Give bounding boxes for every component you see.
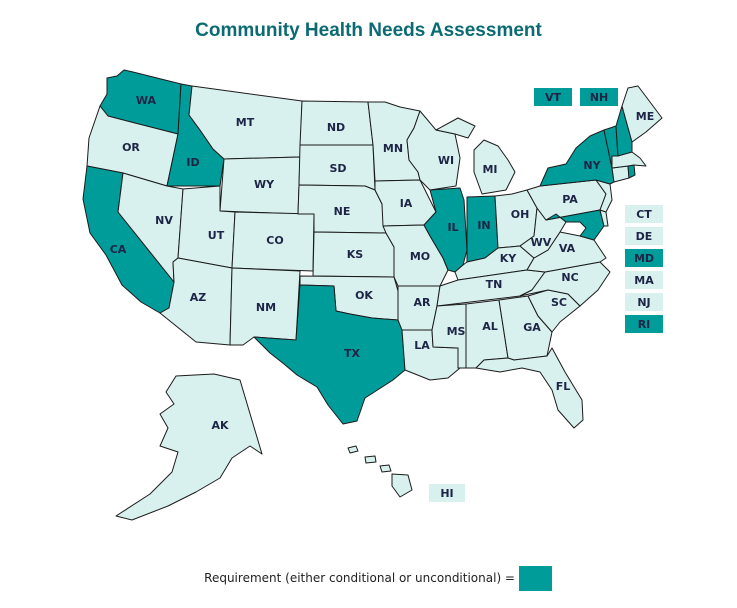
- label-ME: ME: [636, 110, 654, 123]
- state-TX[interactable]: [253, 284, 406, 425]
- label-PA: PA: [562, 193, 578, 206]
- label-OR: OR: [122, 141, 140, 154]
- label-MA: MA: [634, 274, 654, 287]
- label-WA: WA: [136, 94, 157, 107]
- label-ID: ID: [186, 156, 199, 169]
- label-MN: MN: [383, 142, 403, 155]
- callout-NJ[interactable]: [625, 293, 663, 311]
- callout-VT[interactable]: [534, 88, 572, 106]
- label-OH: OH: [511, 208, 530, 221]
- label-OK: OK: [355, 289, 373, 302]
- label-MD: MD: [634, 252, 654, 265]
- state-RI[interactable]: [627, 164, 636, 179]
- callout-DE[interactable]: [625, 227, 663, 245]
- state-FL[interactable]: [475, 347, 584, 429]
- label-NJ: NJ: [637, 296, 650, 309]
- legend-text: Requirement (either conditional or uncon…: [204, 571, 515, 585]
- label-WY: WY: [254, 178, 275, 191]
- label-IN: IN: [477, 219, 490, 232]
- callout-MD[interactable]: [625, 249, 663, 267]
- label-SD: SD: [329, 162, 346, 175]
- state-IL[interactable]: [423, 187, 468, 273]
- label-UT: UT: [208, 229, 225, 242]
- callout-RI[interactable]: [625, 315, 663, 333]
- label-ND: ND: [327, 121, 345, 134]
- label-AK: AK: [211, 419, 229, 432]
- label-CO: CO: [266, 234, 283, 247]
- label-DE: DE: [636, 230, 653, 243]
- label-NY: NY: [583, 159, 601, 172]
- label-MI: MI: [482, 163, 497, 176]
- label-VT: VT: [545, 91, 562, 104]
- state-NH[interactable]: [615, 105, 633, 157]
- label-NH: NH: [590, 91, 608, 104]
- callout-HI[interactable]: [429, 484, 465, 502]
- callout-CT[interactable]: [625, 205, 663, 223]
- label-RI: RI: [638, 318, 651, 331]
- label-TN: TN: [486, 278, 503, 291]
- legend-required-swatch: [519, 566, 552, 591]
- label-WV: WV: [531, 236, 552, 249]
- label-AZ: AZ: [190, 291, 207, 304]
- label-MO: MO: [410, 250, 430, 263]
- label-HI: HI: [440, 487, 453, 500]
- state-CT[interactable]: [611, 165, 630, 183]
- state-AK[interactable]: [115, 373, 263, 521]
- label-NE: NE: [334, 205, 351, 218]
- state-ME[interactable]: [621, 85, 663, 143]
- label-NV: NV: [155, 214, 173, 227]
- label-FL: FL: [556, 380, 571, 393]
- label-NM: NM: [256, 301, 276, 314]
- label-WI: WI: [438, 154, 454, 167]
- label-AL: AL: [482, 320, 498, 333]
- callout-NH[interactable]: [580, 88, 618, 106]
- label-NC: NC: [561, 271, 578, 284]
- label-GA: GA: [523, 321, 541, 334]
- legend: Requirement (either conditional or uncon…: [0, 566, 737, 592]
- state-NY[interactable]: [539, 129, 615, 187]
- state-HI[interactable]: [347, 445, 413, 498]
- label-IL: IL: [447, 221, 458, 234]
- us-state-map: WA OR CA ID NV MT WY UT AZ CO NM ND SD N…: [82, 69, 663, 521]
- state-VT[interactable]: [603, 125, 619, 169]
- map-title: Community Health Needs Assessment: [195, 20, 542, 41]
- callout-MA[interactable]: [625, 271, 663, 289]
- label-MS: MS: [447, 325, 466, 338]
- label-LA: LA: [414, 339, 430, 352]
- state-MI[interactable]: [435, 117, 516, 195]
- label-TX: TX: [344, 347, 361, 360]
- label-MT: MT: [236, 116, 255, 129]
- label-VA: VA: [559, 242, 576, 255]
- label-IA: IA: [400, 197, 413, 210]
- label-KY: KY: [500, 252, 518, 265]
- label-SC: SC: [551, 296, 567, 309]
- label-AR: AR: [414, 296, 432, 309]
- label-CA: CA: [110, 243, 127, 256]
- label-CT: CT: [636, 208, 652, 221]
- state-MA[interactable]: [611, 151, 647, 169]
- label-KS: KS: [347, 248, 364, 261]
